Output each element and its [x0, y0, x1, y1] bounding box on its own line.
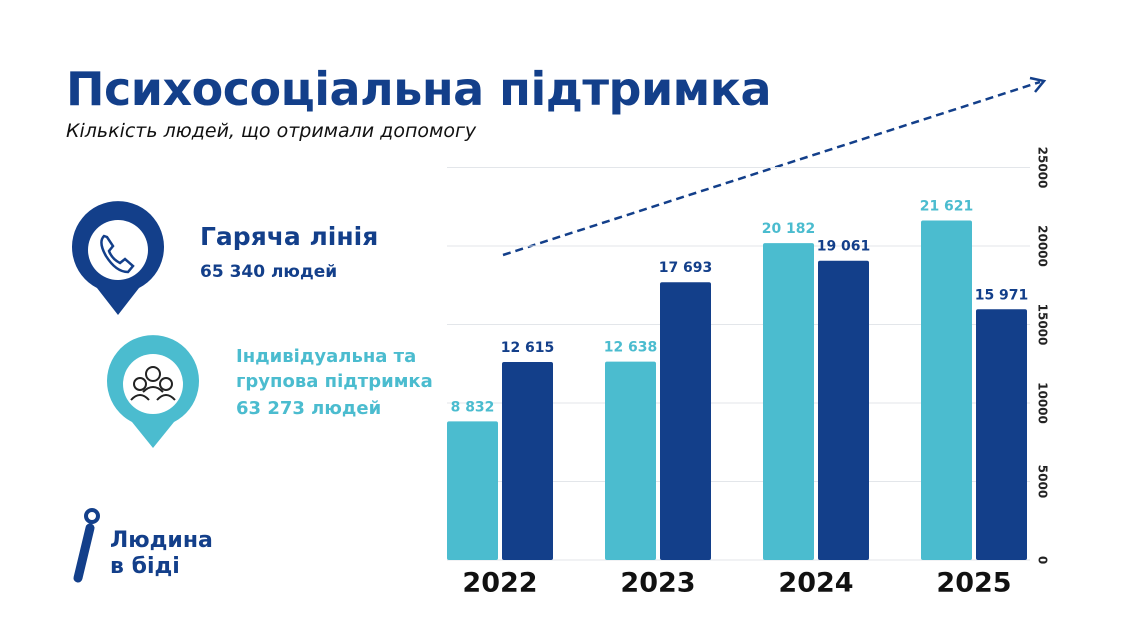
value-label: 8 832 — [451, 399, 495, 415]
y-tick-label: 15000 — [1036, 304, 1050, 346]
y-tick-label: 5000 — [1036, 465, 1050, 498]
support-count: 63 273 людей — [236, 398, 382, 419]
value-label: 15 971 — [975, 287, 1029, 303]
logo — [64, 496, 216, 588]
x-tick-label: 2025 — [936, 568, 1011, 599]
y-tick-label: 0 — [1036, 556, 1050, 564]
bar — [447, 421, 498, 560]
bar — [976, 309, 1027, 560]
hotline-count: 65 340 людей — [200, 262, 338, 282]
y-tick-label: 25000 — [1036, 147, 1050, 189]
logo-line: в біді — [110, 554, 180, 579]
value-label: 19 061 — [817, 239, 871, 255]
x-tick-label: 2023 — [620, 568, 695, 599]
subtitle: Кількість людей, що отримали допомогу — [66, 120, 477, 142]
x-tick-label: 2024 — [778, 568, 853, 599]
legend-hotline: Гаряча лінія — [200, 222, 379, 251]
bar — [818, 260, 869, 560]
value-label: 20 182 — [762, 221, 816, 237]
y-tick-label: 20000 — [1036, 225, 1050, 267]
bar — [502, 361, 553, 560]
hotline-icon — [72, 201, 164, 315]
legend-support: Індивідуальна та групова підтримка — [236, 346, 433, 392]
trend-arrow — [502, 80, 1041, 257]
value-label: 12 638 — [604, 340, 658, 356]
value-label: 17 693 — [659, 260, 713, 276]
y-tick-label: 10000 — [1036, 382, 1050, 424]
logo-text: Людина в біді — [110, 528, 213, 580]
support-icon — [107, 335, 199, 448]
x-tick-label: 2022 — [462, 568, 537, 599]
title: Психосоціальна підтримка — [66, 62, 772, 116]
bar — [660, 282, 711, 560]
logo-line: Людина — [110, 528, 213, 553]
value-label: 21 621 — [920, 199, 974, 215]
bar — [763, 243, 814, 561]
value-label: 12 615 — [501, 340, 555, 356]
arrow-head — [1029, 76, 1047, 93]
bar — [921, 220, 972, 560]
bar — [605, 361, 656, 560]
